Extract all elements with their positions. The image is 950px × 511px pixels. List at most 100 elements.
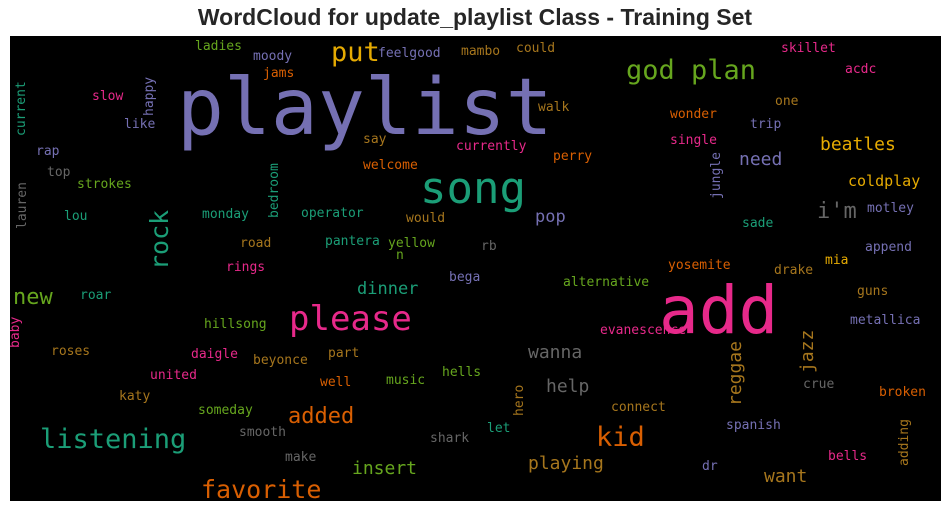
word-walk: walk [538,100,569,115]
word-like: like [124,117,155,132]
word-insert: insert [352,458,417,479]
word-shark: shark [430,431,469,446]
word-moody: moody [253,49,292,64]
word-pop: pop [535,207,566,227]
word-well: well [320,375,351,390]
word-wanna: wanna [528,342,582,363]
word-listening: listening [40,424,186,455]
word-rings: rings [226,260,265,275]
word-beyonce: beyonce [253,353,308,368]
word-trip: trip [750,117,781,132]
word-rb: rb [481,239,497,254]
word-put: put [331,37,380,68]
word-current: current [14,81,29,136]
word-hells: hells [442,365,481,380]
word-rap: rap [36,144,60,159]
word-favorite: favorite [201,475,321,501]
word-part: part [328,346,359,361]
word-rock: rock [145,210,174,270]
word-music: music [386,373,425,388]
word-perry: perry [553,149,592,164]
word-lou: lou [64,209,87,224]
word-beatles: beatles [820,134,896,155]
word-playlist: playlist [177,63,553,153]
word-pantera: pantera [325,234,380,249]
word-yosemite: yosemite [668,258,731,273]
chart-title: WordCloud for update_playlist Class - Tr… [197,4,753,30]
word-added: added [288,404,354,429]
word-one: one [775,94,799,109]
word-wonder: wonder [670,107,717,122]
word-let: let [487,421,510,436]
word-broken: broken [879,385,926,400]
word-hillsong: hillsong [204,317,267,332]
word-hero: hero [512,385,527,416]
word-single: single [670,133,717,148]
word-playing: playing [528,453,604,474]
word-skillet: skillet [781,41,836,56]
word-welcome: welcome [363,158,418,173]
word-i-m: i'm [817,199,857,224]
word-strokes: strokes [77,177,132,192]
word-road: road [240,236,271,251]
word-sade: sade [742,216,773,231]
word-adding: adding [897,419,912,466]
word-jams: jams [263,66,294,81]
word-roses: roses [51,344,90,359]
word-crue: crue [803,377,834,392]
word-coldplay: coldplay [848,172,920,190]
word-bedroom: bedroom [267,163,282,218]
word-yellow: yellow [388,236,435,251]
word-new: new [13,285,53,310]
word-please: please [289,299,412,339]
word-evanescence: evanescence [600,323,686,338]
word-ladies: ladies [195,39,242,54]
word-n: n [396,248,404,263]
word-could: could [516,41,555,56]
word-united: united [150,368,197,383]
word-dr: dr [702,459,718,474]
word-spanish: spanish [726,418,781,433]
wordcloud-svg: playlist add song please god plan put kid liste… [10,37,926,501]
word-make: make [285,450,316,465]
word-god-plan: god plan [626,55,756,86]
word-bells: bells [828,449,867,464]
word-roar: roar [80,288,111,303]
word-feelgood: feelgood [378,46,441,61]
word-monday: monday [202,207,249,222]
word-help: help [546,376,589,397]
word-katy: katy [119,389,150,404]
word-operator: operator [301,206,364,221]
word-kid: kid [596,422,645,453]
word-connect: connect [611,400,666,415]
word-acdc: acdc [845,62,876,77]
word-would: would [406,211,445,226]
word-lauren: lauren [15,182,30,229]
word-currently: currently [456,139,527,154]
word-daigle: daigle [191,347,238,362]
word-append: append [865,240,912,255]
word-guns: guns [857,284,888,299]
word-smooth: smooth [239,425,286,440]
word-dinner: dinner [357,279,418,299]
word-need: need [739,149,782,170]
word-baby: baby [10,317,23,348]
word-song: song [420,163,526,214]
word-jazz: jazz [797,330,818,373]
word-say: say [363,132,387,147]
word-metallica: metallica [850,313,920,328]
word-jungle: jungle [709,152,724,199]
word-slow: slow [92,89,123,104]
word-want: want [764,466,807,487]
wordcloud-canvas: playlist add song please god plan put kid liste… [10,36,941,501]
word-someday: someday [198,403,253,418]
word-top: top [47,165,71,180]
word-bega: bega [449,270,480,285]
word-mambo: mambo [461,44,500,59]
word-drake: drake [774,263,813,278]
word-reggae: reggae [725,341,746,406]
word-alternative: alternative [563,275,649,290]
word-happy: happy [142,77,157,116]
word-add: add [659,272,778,349]
word-motley: motley [867,201,914,216]
